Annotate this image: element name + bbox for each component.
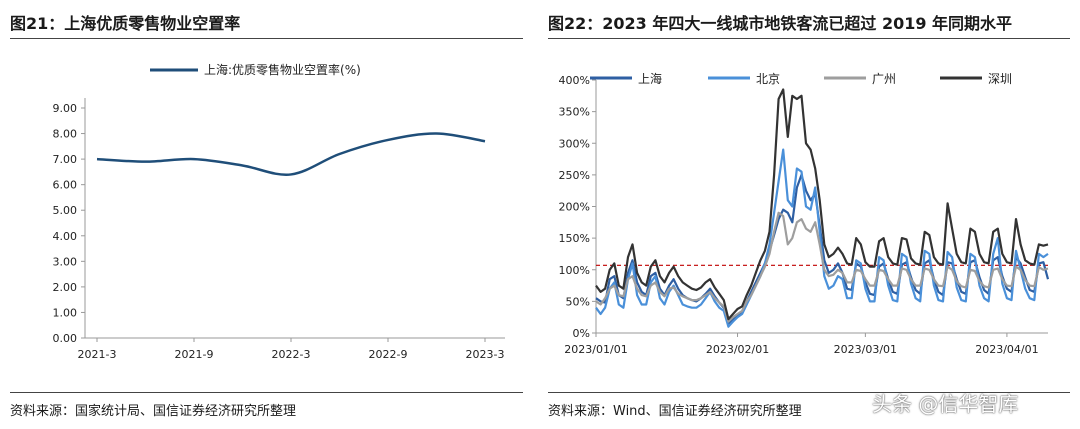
right-y-tick-label: 350% xyxy=(559,106,590,119)
left-top-rule xyxy=(10,38,523,39)
left-figure: 图21：上海优质零售物业空置率 0.00 1.00 2.00 3.00 4.00 5.00… xyxy=(10,0,523,429)
left-y-tick-label: 8.00 xyxy=(53,128,78,141)
left-y-tick-label: 6.00 xyxy=(53,179,78,192)
left-x-tick-label: 2022-3 xyxy=(272,348,311,361)
right-figure-source: 资料来源：Wind、国信证券经济研究所整理 xyxy=(548,404,802,419)
left-y-tick-label: 5.00 xyxy=(53,204,78,217)
right-chart: 0% 50% 100% 150% 200% 250% 300% 350% 400% 2023/01… xyxy=(559,71,1050,356)
right-x-tick-label: 2023/01/01 xyxy=(564,343,627,356)
left-chart: 0.00 1.00 2.00 3.00 4.00 5.00 6.00 7.00 8.00 9.00… xyxy=(53,62,505,361)
right-y-tick-label: 100% xyxy=(559,264,590,277)
right-figure: 图22：2023 年四大一线城市地铁客流已超过 2019 年同期水平 0% 50%… xyxy=(548,0,1070,429)
right-figure-title: 图22：2023 年四大一线城市地铁客流已超过 2019 年同期水平 xyxy=(548,14,1013,33)
right-y-tick-label: 200% xyxy=(559,201,590,214)
right-legend-label-1: 上海 xyxy=(638,71,662,86)
left-series-line xyxy=(96,132,486,176)
left-figure-title: 图21：上海优质零售物业空置率 xyxy=(10,14,241,33)
left-y-tick-label: 4.00 xyxy=(53,230,78,243)
right-legend-label-4: 深圳 xyxy=(988,72,1012,86)
left-y-tick-label: 3.00 xyxy=(53,255,78,268)
left-bottom-rule xyxy=(10,392,523,393)
right-y-tick-label: 150% xyxy=(559,232,590,245)
right-x-tick-label: 2023/03/01 xyxy=(834,343,897,356)
left-x-tick-label: 2023-3 xyxy=(466,348,505,361)
right-y-tick-label: 50% xyxy=(566,295,590,308)
right-bottom-rule xyxy=(548,392,1070,393)
right-x-tick-label: 2023/04/01 xyxy=(975,343,1038,356)
right-series-line-4 xyxy=(595,88,1049,321)
right-legend-label-3: 广州 xyxy=(872,72,896,86)
right-y-tick-label: 400% xyxy=(559,74,590,87)
left-y-tick-label: 7.00 xyxy=(53,153,78,166)
left-figure-source: 资料来源：国家统计局、国信证券经济研究所整理 xyxy=(10,404,297,419)
left-y-tick-label: 9.00 xyxy=(53,102,78,115)
right-y-tick-label: 0% xyxy=(573,327,590,340)
right-legend-label-2: 北京 xyxy=(756,72,780,86)
left-x-tick-label: 2022-9 xyxy=(369,348,408,361)
left-y-tick-label: 0.00 xyxy=(53,332,78,345)
right-series-line-1 xyxy=(595,173,1050,325)
left-legend-label: 上海:优质零售物业空置率(%) xyxy=(204,62,361,77)
left-y-tick-label: 2.00 xyxy=(53,281,78,294)
right-y-tick-label: 250% xyxy=(559,169,590,182)
right-y-tick-label: 300% xyxy=(559,137,590,150)
left-x-tick-label: 2021-9 xyxy=(175,348,214,361)
left-x-tick-label: 2021-3 xyxy=(78,348,117,361)
watermark-text: 头条 @信华智库 xyxy=(872,392,1019,416)
right-series-line-3 xyxy=(595,211,1049,323)
right-x-tick-label: 2023/02/01 xyxy=(706,343,769,356)
left-y-tick-label: 1.00 xyxy=(53,306,78,319)
right-top-rule xyxy=(548,38,1070,39)
